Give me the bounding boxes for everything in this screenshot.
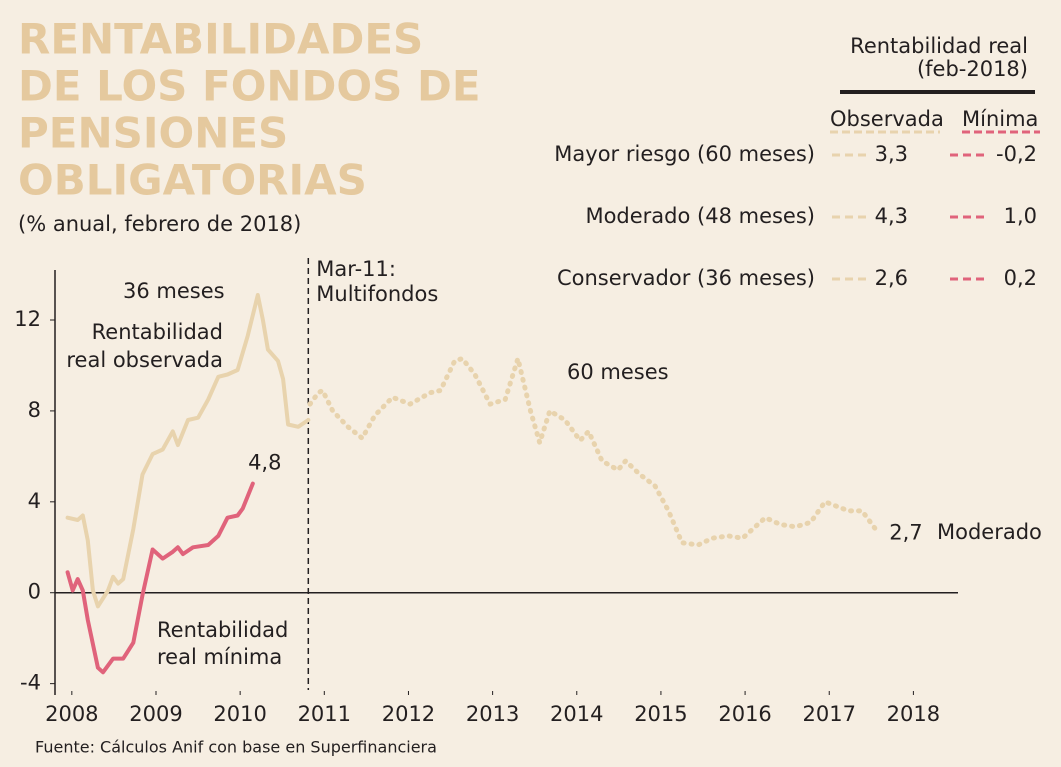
line-series	[307, 356, 880, 548]
x-tick-label: 2008	[45, 702, 98, 726]
x-tick-label: 2018	[887, 702, 940, 726]
legend-value: 0,2	[1004, 266, 1037, 290]
source: Fuente: Cálculos Anif con base en Superf…	[35, 738, 437, 757]
x-tick-label: 2015	[634, 702, 687, 726]
annotation: real mínima	[157, 645, 282, 669]
line-series	[65, 293, 311, 609]
annotation: real observada	[66, 348, 223, 372]
x-tick-label: 2013	[466, 702, 519, 726]
y-tick-label: -4	[20, 671, 41, 695]
legend-row-label: Mayor riesgo (60 meses)	[554, 142, 815, 166]
x-tick-label: 2012	[382, 702, 435, 726]
legend-column: Observada	[830, 107, 944, 131]
end-label: 2,7	[889, 520, 922, 544]
chart-title: DE LOS FONDOS DE	[18, 62, 481, 111]
x-tick-label: 2011	[298, 702, 351, 726]
legend-value: 3,3	[875, 142, 908, 166]
subtitle: (% anual, febrero de 2018)	[18, 212, 301, 236]
y-tick-label: 0	[28, 580, 41, 604]
legend-title: Rentabilidad real	[850, 34, 1028, 58]
chart-title: OBLIGATORIAS	[18, 156, 367, 205]
annotation: Rentabilidad	[157, 618, 288, 642]
end-label: 4,8	[248, 451, 281, 475]
y-tick-label: 4	[28, 489, 41, 513]
event-label: Mar-11:	[316, 257, 396, 281]
legend-title: (feb-2018)	[917, 57, 1028, 81]
legend-row-label: Moderado (48 meses)	[585, 204, 815, 228]
y-tick-label: 8	[28, 398, 41, 422]
x-tick-label: 2014	[550, 702, 603, 726]
chart-title: RENTABILIDADES	[18, 15, 423, 64]
y-tick-label: 12	[14, 307, 41, 331]
annotation: Moderado	[937, 520, 1042, 544]
line-series	[65, 481, 255, 675]
x-tick-label: 2009	[129, 702, 182, 726]
x-tick-label: 2016	[718, 702, 771, 726]
annotation: 60 meses	[567, 360, 669, 384]
legend-value: 4,3	[875, 204, 908, 228]
legend-value: -0,2	[996, 142, 1037, 166]
chart-title: PENSIONES	[18, 109, 288, 158]
annotation: 36 meses	[123, 279, 225, 303]
x-tick-label: 2017	[803, 702, 856, 726]
x-tick-label: 2010	[213, 702, 266, 726]
legend-column: Mínima	[962, 107, 1038, 131]
event-label: Multifondos	[316, 282, 438, 306]
legend-row-label: Conservador (36 meses)	[557, 266, 815, 290]
annotation: Rentabilidad	[92, 320, 223, 344]
legend-value: 2,6	[875, 266, 908, 290]
legend-value: 1,0	[1004, 204, 1037, 228]
